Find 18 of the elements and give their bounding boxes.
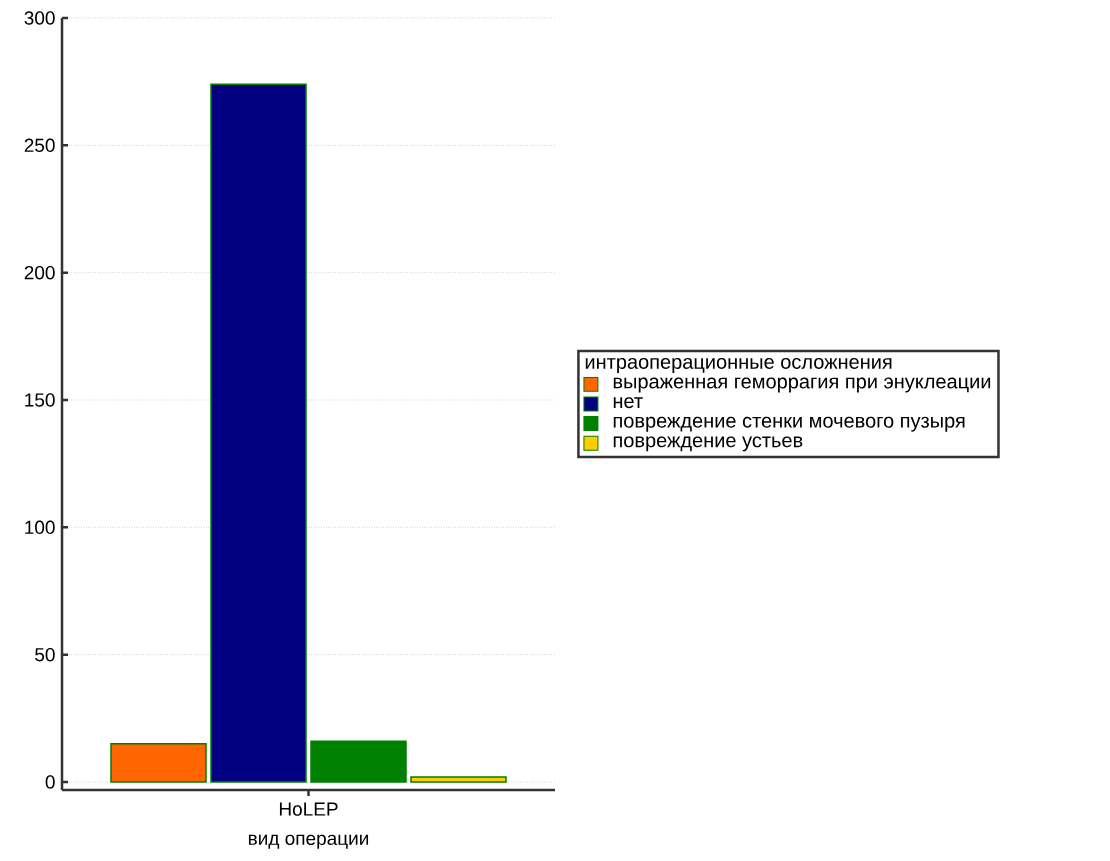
legend-label: выраженная геморрагия при энуклеации [613,377,991,393]
bar [110,743,207,783]
x-axis-title: вид операции [248,834,369,849]
legend-label: повреждение стенки мочевого пузыря [613,416,965,432]
legend-label: нет [613,397,643,409]
bar [410,776,507,783]
bar [210,83,307,783]
x-tick-label: HoLEP [279,802,338,816]
y-tick-label: 300 [24,11,55,25]
legend-label: повреждение устьев [613,436,803,452]
y-tick-label: 0 [45,775,55,789]
y-tick-label: 50 [35,647,55,662]
y-tick-label: 150 [25,393,55,407]
y-tick-label: 250 [24,138,55,153]
y-tick-label: 100 [25,520,55,535]
y-tick-label: 200 [24,265,55,280]
legend-title: интраоперационные осложнения [585,357,892,373]
bar [310,740,407,783]
